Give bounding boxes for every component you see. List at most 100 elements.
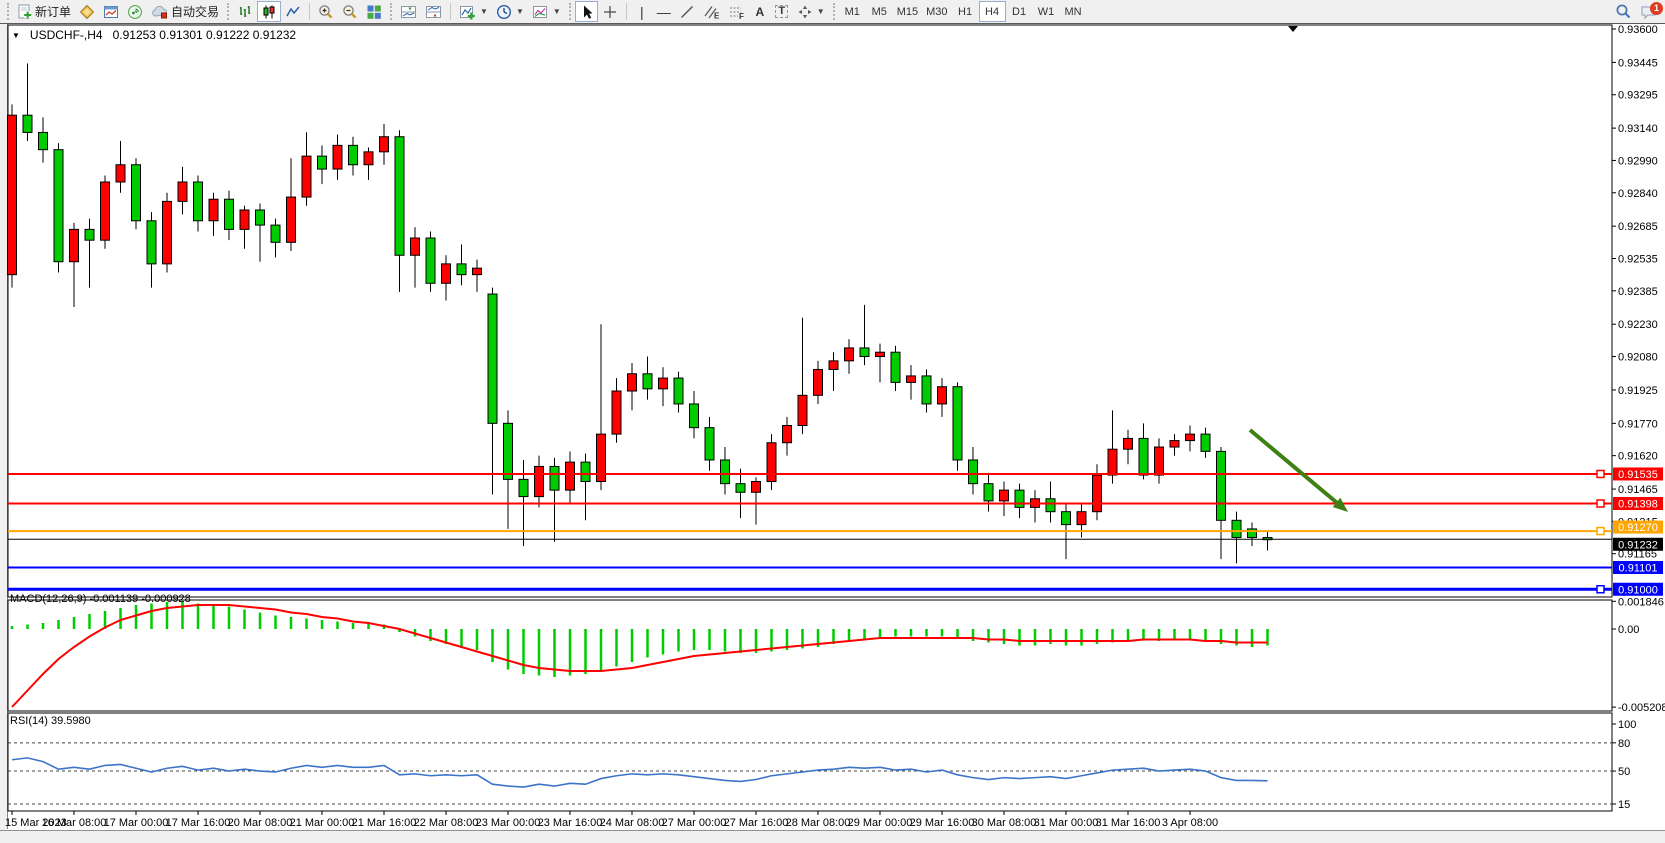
timeframe-m15-button[interactable]: M15 (893, 1, 922, 22)
chart-window-icon (104, 5, 119, 18)
arrows-button[interactable]: ▼ (793, 1, 829, 22)
autotrading-button[interactable]: 自动交易 (147, 1, 223, 22)
svg-text:E: E (714, 11, 720, 20)
crosshair-button[interactable] (598, 1, 622, 22)
line-chart-button[interactable] (281, 1, 305, 22)
equidistant-channel-button[interactable]: E (699, 1, 724, 22)
periods-button[interactable]: ▼ (492, 1, 528, 22)
svg-text:0.92230: 0.92230 (1618, 319, 1658, 331)
rsi-line (11, 757, 1268, 788)
svg-text:28 Mar 08:00: 28 Mar 08:00 (786, 817, 851, 829)
rsi-indicator-label: RSI(14) 39.5980 (10, 715, 91, 727)
timeframe-w1-button[interactable]: W1 (1033, 1, 1060, 22)
indicator-window-up-button[interactable] (396, 1, 421, 22)
add-indicator-button[interactable]: ▼ (455, 1, 492, 22)
svg-text:-0.005208: -0.005208 (1618, 702, 1665, 714)
zoom-out-icon (343, 4, 357, 18)
trendline-icon (680, 5, 693, 18)
svg-text:15 Mar 2023: 15 Mar 2023 (5, 817, 67, 829)
bar-chart-icon (239, 5, 251, 17)
svg-text:80: 80 (1618, 738, 1630, 750)
shift-marker-icon (1288, 26, 1298, 32)
new-order-icon (18, 4, 32, 19)
cursor-arrow-icon (583, 5, 593, 19)
dropdown-arrow-icon: ▼ (515, 7, 524, 16)
cursor-button[interactable] (574, 1, 598, 22)
crosshair-icon (603, 5, 616, 18)
svg-text:31 Mar 16:00: 31 Mar 16:00 (1096, 817, 1161, 829)
svg-text:15: 15 (1618, 799, 1630, 811)
trendline-button[interactable] (675, 1, 699, 22)
svg-text:0.91270: 0.91270 (1618, 522, 1658, 534)
toolbar-separator (309, 3, 311, 20)
svg-text:23 Mar 00:00: 23 Mar 00:00 (476, 817, 541, 829)
indicator-window-down-button[interactable] (421, 1, 446, 22)
svg-text:0.93445: 0.93445 (1618, 57, 1658, 69)
svg-text:0.93600: 0.93600 (1618, 24, 1658, 36)
toolbar-separator (625, 3, 627, 20)
new-order-label: 新订单 (35, 5, 72, 19)
candlestick-icon (263, 5, 275, 18)
svg-text:30 Mar 08:00: 30 Mar 08:00 (972, 817, 1037, 829)
symbol-dropdown-icon[interactable]: ▼ (12, 30, 20, 40)
toolbar-grip (390, 3, 393, 20)
svg-text:0.00: 0.00 (1618, 624, 1639, 636)
svg-text:0.91770: 0.91770 (1618, 418, 1658, 430)
timeframe-m1-button[interactable]: M1 (839, 1, 866, 22)
main-toolbar: 新订单 自动交易 ▼ ▼ (0, 0, 1665, 23)
timeframe-d1-button[interactable]: D1 (1006, 1, 1033, 22)
svg-text:0.93140: 0.93140 (1618, 123, 1658, 135)
indicator-window-down-icon (426, 5, 442, 18)
chart-symbol-period: USDCHF-,H4 (29, 28, 103, 42)
search-button[interactable] (1611, 1, 1636, 22)
new-chart-button[interactable] (99, 1, 123, 22)
svg-text:0.92080: 0.92080 (1618, 352, 1658, 364)
horizontal-line-button[interactable]: — (653, 1, 675, 22)
vertical-line-button[interactable]: | (631, 1, 653, 22)
arrows-tool-icon (798, 5, 812, 18)
svg-text:3 Apr 08:00: 3 Apr 08:00 (1162, 817, 1218, 829)
templates-button[interactable]: ▼ (528, 1, 565, 22)
tile-windows-button[interactable] (362, 1, 386, 22)
new-order-button[interactable]: 新订单 (13, 1, 75, 22)
horizontal-line-objects[interactable]: 0.91535 0.91398 0.91270 0.91232 0.91101 0.910… (8, 467, 1663, 596)
signals-button[interactable] (123, 1, 147, 22)
chart-canvas[interactable]: 0.93600 0.93445 0.93295 0.93140 0.92990 0.928… (0, 23, 1665, 843)
svg-text:0.91925: 0.91925 (1618, 385, 1658, 397)
svg-text:0.91465: 0.91465 (1618, 484, 1658, 496)
candlestick-chart-button[interactable] (257, 1, 282, 22)
svg-text:0.92535: 0.92535 (1618, 253, 1658, 265)
timeframe-h1-button[interactable]: H1 (952, 1, 979, 22)
candles-layer (7, 63, 1273, 564)
timeframe-m5-button[interactable]: M5 (866, 1, 893, 22)
toolbar-grip (832, 3, 835, 20)
toolbar-grip (7, 3, 9, 20)
macd-signal-line (11, 604, 1268, 708)
market-watch-button[interactable] (75, 1, 99, 22)
arrow-object[interactable] (1248, 428, 1348, 512)
bar-chart-button[interactable] (233, 1, 257, 22)
text-button[interactable]: A (749, 1, 771, 22)
templates-icon (532, 5, 547, 18)
toolbar-grip (227, 3, 230, 20)
svg-text:21 Mar 16:00: 21 Mar 16:00 (352, 817, 417, 829)
fibonacci-button[interactable]: F (724, 1, 749, 22)
zoom-out-button[interactable] (338, 1, 362, 22)
notifications-button[interactable]: 1 (1636, 1, 1663, 22)
timeframe-mn-button[interactable]: MN (1060, 1, 1087, 22)
text-label-button[interactable]: T (771, 1, 793, 22)
timeframe-h4-button[interactable]: H4 (978, 1, 1006, 22)
svg-text:29 Mar 16:00: 29 Mar 16:00 (910, 817, 975, 829)
svg-text:17 Mar 16:00: 17 Mar 16:00 (166, 817, 231, 829)
add-indicator-icon (460, 5, 475, 19)
timeframe-m30-button[interactable]: M30 (922, 1, 951, 22)
search-icon (1616, 4, 1631, 19)
zoom-in-button[interactable] (314, 1, 338, 22)
chart-header: ▼ USDCHF-,H4 0.91253 0.91301 0.91222 0.9… (12, 28, 296, 42)
fibonacci-icon: F (729, 7, 744, 20)
svg-text:29 Mar 00:00: 29 Mar 00:00 (848, 817, 913, 829)
horizontal-line-icon: — (656, 3, 671, 20)
text-tool-icon: A (755, 4, 765, 19)
vertical-line-icon: | (639, 3, 644, 20)
